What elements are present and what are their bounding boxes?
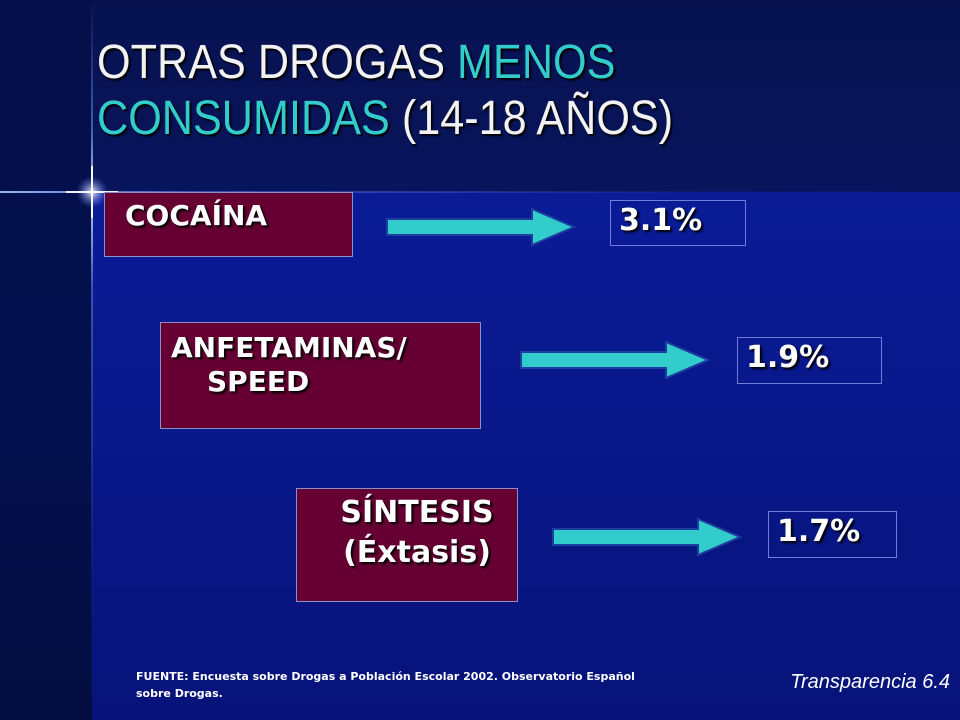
decorative-horizontal-line (0, 191, 960, 193)
arrow-right-icon (552, 517, 743, 557)
value-box: 1.7% (768, 511, 897, 558)
title-part-3: (14-18 AÑOS) (389, 92, 674, 145)
decorative-vertical-line (91, 0, 93, 720)
drug-label: ANFETAMINAS/ (171, 331, 407, 364)
arrow-right-icon (520, 340, 711, 380)
value-box: 1.9% (737, 337, 882, 384)
slide-reference: Transparencia 6.4 (790, 671, 950, 693)
drug-label: COCAÍNA (125, 199, 268, 232)
drug-label-line2: SPEED (207, 365, 310, 398)
value-box: 3.1% (610, 200, 746, 246)
title-part-1: OTRAS DROGAS (97, 36, 458, 89)
left-band (0, 0, 92, 720)
title-band (0, 0, 960, 192)
title-part-2-highlight: MENOS CONSUMIDAS (97, 36, 616, 145)
source-note: FUENTE: Encuesta sobre Drogas a Població… (136, 670, 635, 700)
sparkle-icon (66, 166, 118, 218)
arrow-right-icon (386, 207, 577, 247)
drug-box-cocaina: COCAÍNA (104, 192, 353, 257)
drug-box-sintesis: SÍNTESIS (Éxtasis) (296, 488, 518, 602)
page-title: OTRAS DROGAS MENOS CONSUMIDAS (14-18 AÑO… (97, 35, 853, 147)
drug-box-anfetaminas: ANFETAMINAS/ SPEED (160, 322, 481, 429)
drug-label: SÍNTESIS (340, 495, 494, 530)
drug-label-line2: (Éxtasis) (343, 535, 491, 570)
